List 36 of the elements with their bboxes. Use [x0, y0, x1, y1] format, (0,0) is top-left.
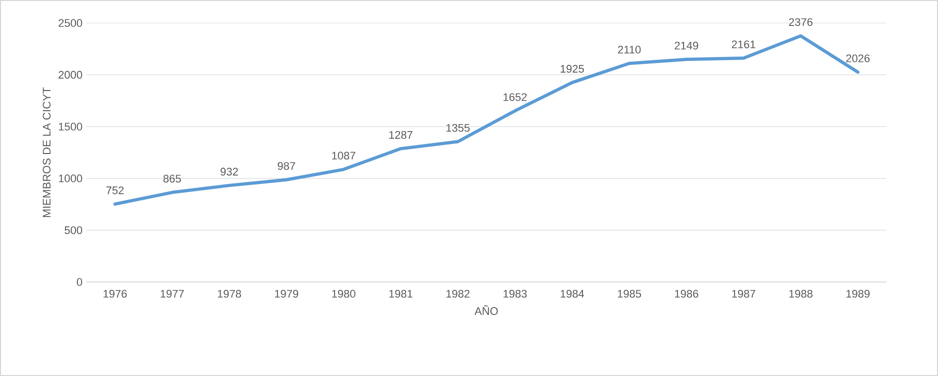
y-tick-label: 0	[76, 278, 82, 286]
x-tick-label: 1982	[446, 290, 470, 298]
data-label: 1355	[446, 124, 470, 132]
x-tick-label: 1983	[504, 290, 527, 298]
x-tick-label: 1988	[789, 290, 812, 298]
data-label: 865	[163, 174, 181, 183]
y-tick-label: 2000	[58, 70, 82, 79]
data-label: 1652	[504, 93, 527, 101]
x-tick-label: 1976	[104, 290, 127, 298]
data-label: 1287	[389, 131, 412, 139]
x-tick-label: 1985	[618, 290, 642, 298]
x-axis-title: AÑO	[474, 305, 498, 315]
x-tick-label: 1987	[732, 290, 756, 298]
y-tick-label: 500	[64, 226, 82, 234]
y-tick-label: 2500	[58, 19, 82, 27]
data-label: 752	[106, 186, 124, 194]
x-tick-label: 1979	[275, 290, 298, 298]
data-label: 2149	[674, 42, 698, 50]
data-label: 987	[278, 162, 296, 170]
x-tick-label: 1981	[389, 290, 412, 298]
data-label: 2110	[618, 46, 641, 54]
x-tick-label: 1989	[846, 290, 870, 298]
y-tick-label: 1500	[58, 122, 82, 130]
x-tick-label: 1977	[160, 290, 184, 298]
data-label: 2376	[789, 18, 812, 26]
data-label: 2161	[732, 40, 756, 48]
y-tick-label: 1000	[58, 174, 82, 182]
x-tick-label: 1986	[675, 290, 698, 298]
data-label: 1925	[560, 64, 584, 73]
x-tick-label: 1978	[218, 290, 242, 298]
y-axis-title: MIEMBROS DE LA CICYT	[42, 87, 51, 217]
data-label: 1087	[332, 152, 356, 160]
data-label: 2026	[846, 54, 870, 62]
x-tick-label: 1984	[560, 290, 584, 298]
data-label: 932	[220, 168, 238, 176]
x-tick-label: 1980	[332, 290, 356, 298]
